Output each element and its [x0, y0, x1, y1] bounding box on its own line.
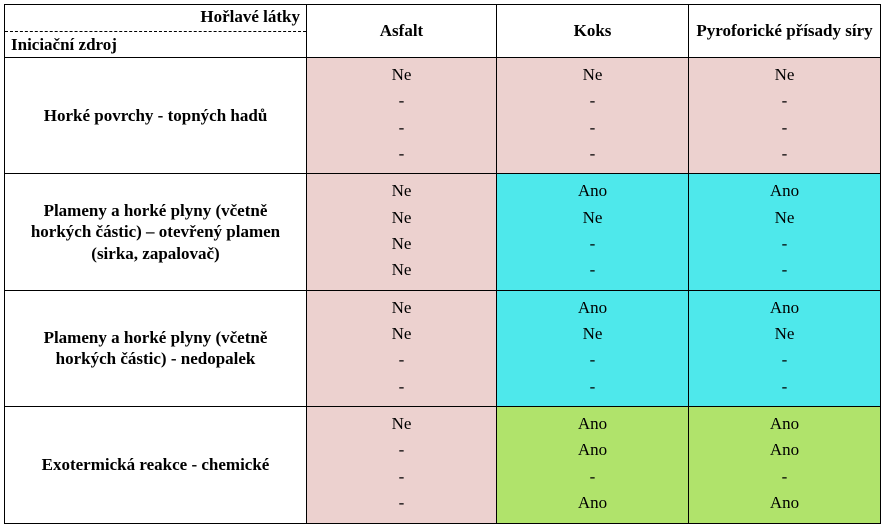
value-line: -: [307, 490, 496, 516]
value-line: -: [689, 231, 880, 257]
value-cell: AnoNe--: [689, 174, 881, 290]
header-top-label: Hořlavé látky: [200, 7, 300, 27]
header-split-cell: Hořlavé látky Iniciační zdroj: [5, 5, 307, 58]
value-line: Ano: [689, 437, 880, 463]
value-line: Ano: [497, 490, 688, 516]
value-line: Ne: [497, 205, 688, 231]
value-line: Ano: [689, 295, 880, 321]
value-line: Ne: [689, 321, 880, 347]
value-line: Ano: [689, 178, 880, 204]
value-line: Ne: [689, 62, 880, 88]
value-cell: Ne---: [689, 58, 881, 174]
value-line: -: [307, 437, 496, 463]
table-row: Horké povrchy - topných hadůNe---Ne---Ne…: [5, 58, 881, 174]
value-line: -: [497, 141, 688, 167]
value-line: -: [307, 88, 496, 114]
value-line: Ne: [307, 295, 496, 321]
value-line: -: [689, 257, 880, 283]
value-line: Ano: [497, 411, 688, 437]
table-row: Plameny a horké plyny (včetně horkých čá…: [5, 290, 881, 406]
value-cell: Ne---: [497, 58, 689, 174]
value-line: -: [689, 141, 880, 167]
value-line: -: [307, 374, 496, 400]
value-line: Ano: [497, 437, 688, 463]
table-row: Plameny a horké plyny (včetně horkých čá…: [5, 174, 881, 290]
value-line: -: [689, 464, 880, 490]
value-cell: AnoNe--: [689, 290, 881, 406]
value-line: Ne: [307, 411, 496, 437]
value-line: -: [307, 141, 496, 167]
value-line: Ne: [497, 321, 688, 347]
value-line: Ne: [307, 257, 496, 283]
value-line: Ne: [307, 178, 496, 204]
hazard-table: Hořlavé látky Iniciační zdroj Asfalt Kok…: [4, 4, 881, 524]
value-cell: AnoNe--: [497, 290, 689, 406]
value-cell: Ne---: [307, 58, 497, 174]
value-line: -: [497, 257, 688, 283]
col-header-0: Asfalt: [307, 5, 497, 58]
value-line: -: [497, 115, 688, 141]
header-divider: [5, 31, 306, 32]
value-line: Ano: [689, 490, 880, 516]
row-label: Plameny a horké plyny (včetně horkých čá…: [5, 290, 307, 406]
value-line: -: [307, 115, 496, 141]
value-line: -: [497, 347, 688, 373]
value-line: Ano: [497, 295, 688, 321]
value-line: -: [689, 88, 880, 114]
value-line: -: [689, 347, 880, 373]
value-cell: NeNe--: [307, 290, 497, 406]
value-line: -: [307, 464, 496, 490]
row-label: Horké povrchy - topných hadů: [5, 58, 307, 174]
value-line: -: [497, 88, 688, 114]
header-bottom-label: Iniciační zdroj: [11, 35, 117, 55]
value-line: Ne: [307, 321, 496, 347]
value-line: Ano: [497, 178, 688, 204]
value-line: Ano: [689, 411, 880, 437]
value-line: Ne: [307, 62, 496, 88]
value-line: -: [497, 231, 688, 257]
value-line: Ne: [689, 205, 880, 231]
value-cell: NeNeNeNe: [307, 174, 497, 290]
row-label: Plameny a horké plyny (včetně horkých čá…: [5, 174, 307, 290]
value-cell: AnoNe--: [497, 174, 689, 290]
value-line: Ne: [307, 205, 496, 231]
value-line: -: [497, 464, 688, 490]
value-line: Ne: [497, 62, 688, 88]
value-line: Ne: [307, 231, 496, 257]
value-line: -: [307, 347, 496, 373]
value-line: -: [689, 374, 880, 400]
value-line: -: [497, 374, 688, 400]
col-header-1: Koks: [497, 5, 689, 58]
value-line: -: [689, 115, 880, 141]
col-header-2: Pyroforické přísady síry: [689, 5, 881, 58]
